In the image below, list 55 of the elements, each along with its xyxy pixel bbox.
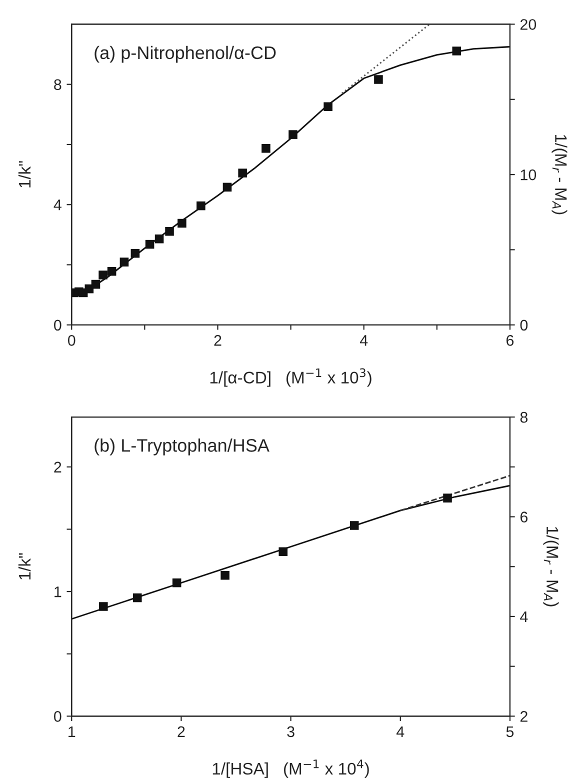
annotation: (a) p-Nitrophenol/α-CD — [94, 46, 276, 63]
point — [278, 547, 288, 556]
point — [91, 280, 100, 289]
y2-tick-label: 20 — [520, 19, 536, 30]
y2-tick-label: 8 — [520, 412, 528, 423]
y-tick-label: 8 — [54, 79, 62, 90]
y2-axis-title: 1/(M$_{r}$ - M$_{A}$) — [552, 134, 568, 214]
point — [222, 182, 232, 192]
y-tick-label: 0 — [54, 320, 62, 331]
x-tick-label: 1 — [68, 726, 76, 737]
point — [132, 593, 142, 602]
x-tick-label: 4 — [396, 726, 404, 737]
x-tick-label: 5 — [506, 726, 514, 738]
y-tick-label: 4 — [54, 200, 62, 210]
x-axis-title: 1/[HSA] (M$^{−1}$ x 10$^{4}$) — [212, 760, 369, 778]
point — [154, 234, 164, 244]
point — [452, 46, 462, 56]
annotation: (b) L-Tryptophan/HSA — [94, 438, 270, 456]
x-tick-label: 6 — [506, 335, 514, 346]
point — [374, 75, 383, 84]
x-tick-label: 2 — [178, 726, 185, 737]
y2-tick-label: 0 — [520, 320, 528, 331]
point — [443, 494, 452, 502]
point — [145, 240, 154, 249]
y-axis-title: 1/k" — [18, 553, 31, 580]
y-axis-title: 1/k" — [18, 161, 31, 188]
y-tick-label: 2 — [54, 462, 62, 472]
point — [107, 266, 116, 276]
point — [288, 130, 298, 139]
point — [172, 578, 182, 588]
y2-tick-label: 4 — [520, 611, 528, 622]
x-tick-label: 0 — [68, 335, 76, 346]
point — [324, 102, 332, 111]
y2-tick-label: 10 — [520, 169, 536, 180]
y-tick-label: 0 — [54, 711, 62, 722]
point — [238, 168, 247, 178]
y2-tick-label: 6 — [520, 512, 528, 522]
x-tick-label: 2 — [214, 335, 222, 346]
y2-tick-label: 2 — [520, 711, 528, 722]
point — [98, 270, 108, 280]
point — [99, 602, 108, 611]
y-tick-label: 1 — [54, 586, 62, 598]
point — [165, 226, 174, 236]
x-tick-label: 4 — [360, 335, 368, 346]
line-series — [72, 484, 510, 620]
point — [178, 218, 186, 228]
y2-axis-title: 1/(M$_{r}$ - M$_{A}$) — [543, 527, 559, 606]
point — [262, 144, 270, 153]
point — [196, 201, 206, 210]
point — [130, 248, 140, 258]
point — [350, 521, 359, 530]
point — [120, 258, 129, 266]
x-tick-label: 3 — [287, 726, 294, 738]
point — [220, 570, 230, 580]
x-axis-title: 1/[α-CD] (M$^{−1}$ x 10$^{3}$) — [210, 368, 372, 387]
